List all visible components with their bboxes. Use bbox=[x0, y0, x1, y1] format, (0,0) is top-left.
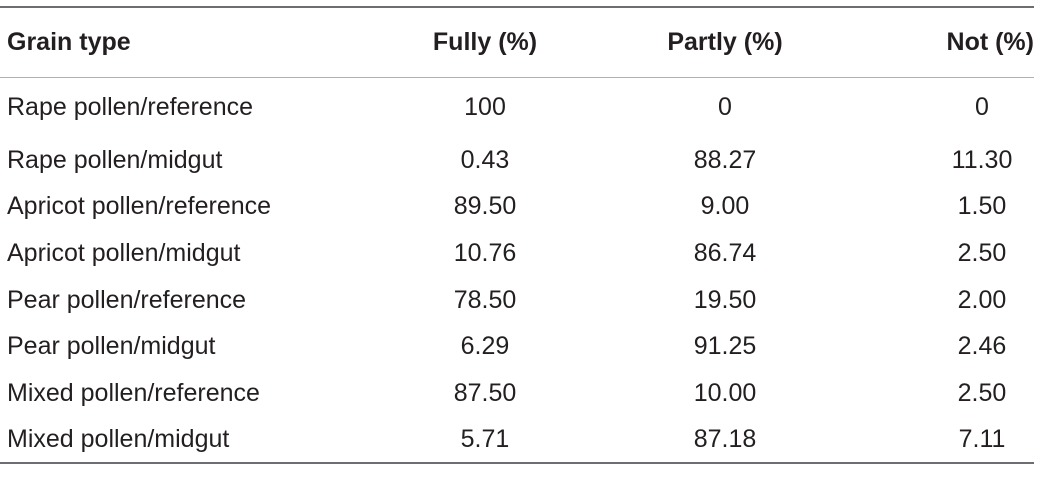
partly-cell: 19.50 bbox=[693, 285, 757, 314]
not-cell: 2.00 bbox=[957, 285, 1007, 314]
fully-cell: 78.50 bbox=[453, 285, 517, 314]
fully-cell: 0.43 bbox=[460, 145, 510, 174]
pollen-digestion-table: Grain type Fully (%) Partly (%) Not (%) … bbox=[0, 6, 1034, 464]
header-fully: Fully (%) bbox=[432, 27, 538, 56]
fully-cell: 100 bbox=[464, 92, 506, 121]
grain-type-cell: Apricot pollen/midgut bbox=[7, 238, 241, 267]
partly-cell: 86.74 bbox=[693, 238, 757, 267]
header-partly: Partly (%) bbox=[667, 27, 783, 56]
not-cell: 7.11 bbox=[958, 424, 1006, 453]
partly-cell: 88.27 bbox=[693, 145, 757, 174]
grain-type-cell: Mixed pollen/midgut bbox=[7, 424, 230, 453]
grain-type-cell: Mixed pollen/reference bbox=[7, 378, 260, 407]
partly-cell: 91.25 bbox=[693, 332, 757, 361]
not-cell: 11.30 bbox=[951, 145, 1013, 174]
not-cell: 2.46 bbox=[957, 332, 1007, 361]
table-row: Apricot pollen/reference 89.50 9.00 1.50 bbox=[0, 184, 1034, 231]
partly-cell: 10.00 bbox=[693, 378, 757, 407]
fully-cell: 87.50 bbox=[453, 378, 517, 407]
table-row: Rape pollen/midgut 0.43 88.27 11.30 bbox=[0, 137, 1034, 184]
grain-type-cell: Rape pollen/midgut bbox=[7, 145, 223, 174]
not-cell: 0 bbox=[975, 92, 989, 121]
fully-cell: 10.76 bbox=[453, 238, 517, 267]
fully-cell: 89.50 bbox=[453, 192, 517, 221]
table-row: Mixed pollen/reference 87.50 10.00 2.50 bbox=[0, 370, 1034, 417]
grain-type-cell: Apricot pollen/reference bbox=[7, 192, 272, 221]
not-cell: 2.50 bbox=[957, 378, 1007, 407]
table-row: Apricot pollen/midgut 10.76 86.74 2.50 bbox=[0, 230, 1034, 277]
data-table-container: Grain type Fully (%) Partly (%) Not (%) … bbox=[0, 6, 1034, 464]
grain-type-cell: Pear pollen/reference bbox=[7, 285, 247, 314]
table-body: Rape pollen/reference 100 0 0 Rape polle… bbox=[0, 77, 1034, 464]
table-row: Pear pollen/reference 78.50 19.50 2.00 bbox=[0, 277, 1034, 324]
table-row: Mixed pollen/midgut 5.71 87.18 7.11 bbox=[0, 417, 1034, 464]
grain-type-cell: Rape pollen/reference bbox=[7, 92, 253, 121]
header-row: Grain type Fully (%) Partly (%) Not (%) bbox=[0, 7, 1034, 77]
grain-type-cell: Pear pollen/midgut bbox=[7, 332, 216, 361]
table-row: Rape pollen/reference 100 0 0 bbox=[0, 77, 1034, 137]
fully-cell: 5.71 bbox=[460, 424, 510, 453]
not-cell: 2.50 bbox=[957, 238, 1007, 267]
partly-cell: 87.18 bbox=[693, 424, 757, 453]
partly-cell: 0 bbox=[718, 92, 732, 121]
fully-cell: 6.29 bbox=[460, 332, 510, 361]
header-not: Not (%) bbox=[946, 27, 1034, 56]
table-row: Pear pollen/midgut 6.29 91.25 2.46 bbox=[0, 323, 1034, 370]
table-header: Grain type Fully (%) Partly (%) Not (%) bbox=[0, 7, 1034, 77]
partly-cell: 9.00 bbox=[700, 192, 750, 221]
header-grain-type: Grain type bbox=[7, 27, 131, 56]
not-cell: 1.50 bbox=[957, 192, 1007, 221]
